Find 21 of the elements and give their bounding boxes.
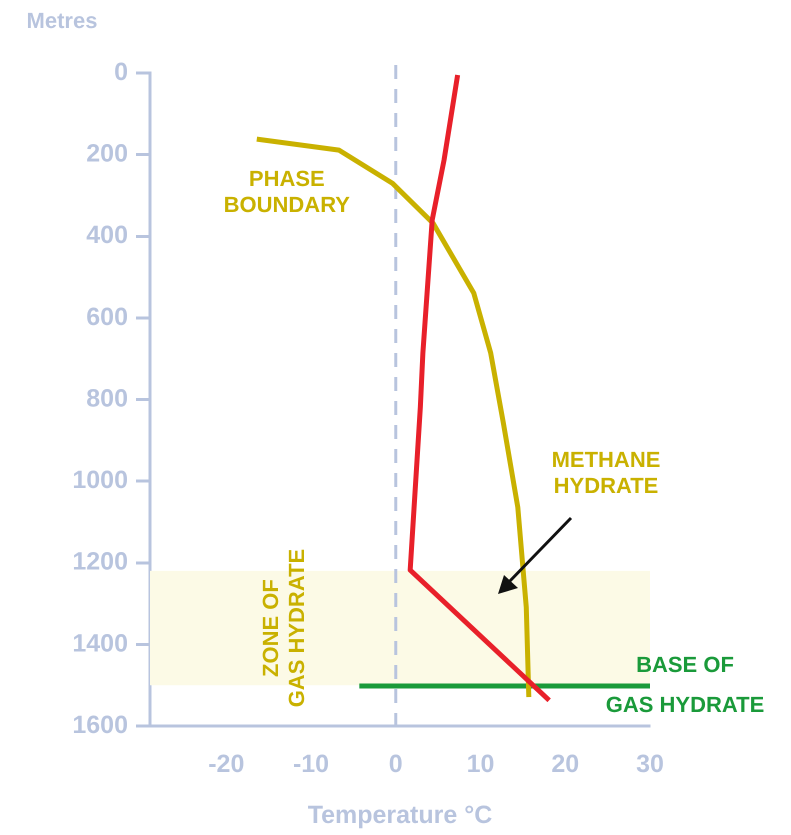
y-tick-label: 800 xyxy=(86,384,128,412)
y-tick-label: 1200 xyxy=(72,548,128,576)
y-tick-label: 200 xyxy=(86,140,128,168)
series-label: BASE OF GAS HYDRATE xyxy=(606,652,764,718)
x-axis-title: Temperature °C xyxy=(308,800,492,829)
band-label: ZONE OF GAS HYDRATE xyxy=(258,548,310,708)
x-tick-label: -10 xyxy=(292,750,330,778)
x-tick-label: 20 xyxy=(551,750,580,778)
y-tick-label: 600 xyxy=(86,302,128,331)
y-tick-label: 0 xyxy=(114,58,128,86)
x-tick-label: 0 xyxy=(388,750,403,778)
y-tick-label: 1600 xyxy=(72,710,128,739)
annotation: METHANE HYDRATE xyxy=(552,447,660,498)
x-tick-label: -20 xyxy=(208,750,244,778)
series-label: PHASE BOUNDARY xyxy=(224,166,350,218)
y-axis-title: Metres xyxy=(26,8,98,34)
x-tick-label: 10 xyxy=(466,750,494,778)
y-tick-label: 400 xyxy=(86,221,128,250)
x-tick-label: 30 xyxy=(636,750,664,778)
y-tick-label: 1400 xyxy=(72,629,128,658)
y-tick-label: 1000 xyxy=(72,466,128,494)
